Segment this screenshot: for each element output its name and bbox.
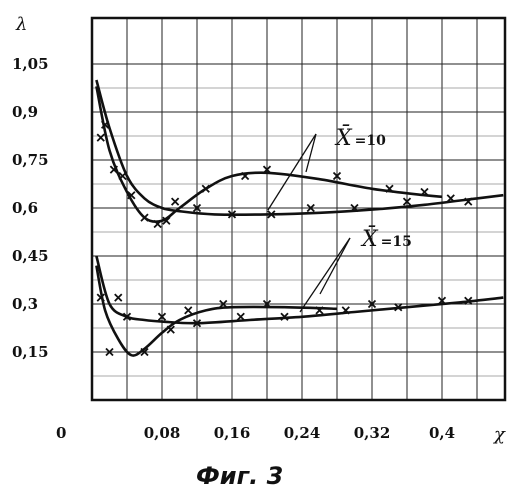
annotation-leader-line — [268, 134, 316, 210]
annotation-leader-line — [320, 238, 350, 294]
y-tick-label: 1,05 — [12, 55, 49, 73]
figure-caption: Фиг. 3 — [196, 462, 283, 490]
x-tick-label: 0,16 — [214, 424, 251, 442]
annotations: X̄=10X̄=15 — [268, 124, 412, 312]
data-point-marker — [185, 307, 192, 314]
annotation-value: =10 — [355, 133, 386, 149]
annotation-symbol: X̄ — [360, 225, 379, 252]
annotation-value: =15 — [381, 234, 412, 250]
x-axis-label: χ — [492, 424, 506, 445]
data-point-marker — [172, 198, 179, 205]
data-point-marker — [237, 313, 244, 320]
annotation-leader-line — [300, 238, 350, 312]
annotation-label: X̄=10 — [334, 124, 386, 151]
y-tick-labels: 1,05 0,9 0,75 0,6 0,45 0,3 0,15 — [12, 55, 49, 361]
y-tick-label: 0,45 — [12, 247, 49, 265]
data-point-marker — [97, 134, 104, 141]
annotation-symbol: X̄ — [334, 124, 353, 151]
annotation-label: X̄=15 — [360, 225, 412, 252]
data-point-marker — [115, 294, 122, 301]
x-tick-label: 0,24 — [284, 424, 321, 442]
x-tick-labels: 0,08 0,16 0,24 0,32 0,4 — [144, 424, 455, 442]
y-tick-label: 0,9 — [12, 103, 38, 121]
y-tick-label: 0,3 — [12, 295, 38, 313]
x-tick-label: 0,08 — [144, 424, 181, 442]
y-tick-label: 0,75 — [12, 151, 49, 169]
x-tick-label: 0,4 — [429, 424, 455, 442]
annotation-leader-line — [306, 134, 316, 172]
origin-label: 0 — [56, 424, 66, 442]
y-axis-label: λ — [15, 14, 27, 35]
plot-frame — [92, 18, 505, 400]
y-tick-label: 0,6 — [12, 199, 38, 217]
data-point-marker — [141, 214, 148, 221]
grid — [92, 18, 505, 400]
x-tick-label: 0,32 — [354, 424, 391, 442]
y-tick-label: 0,15 — [12, 343, 49, 361]
